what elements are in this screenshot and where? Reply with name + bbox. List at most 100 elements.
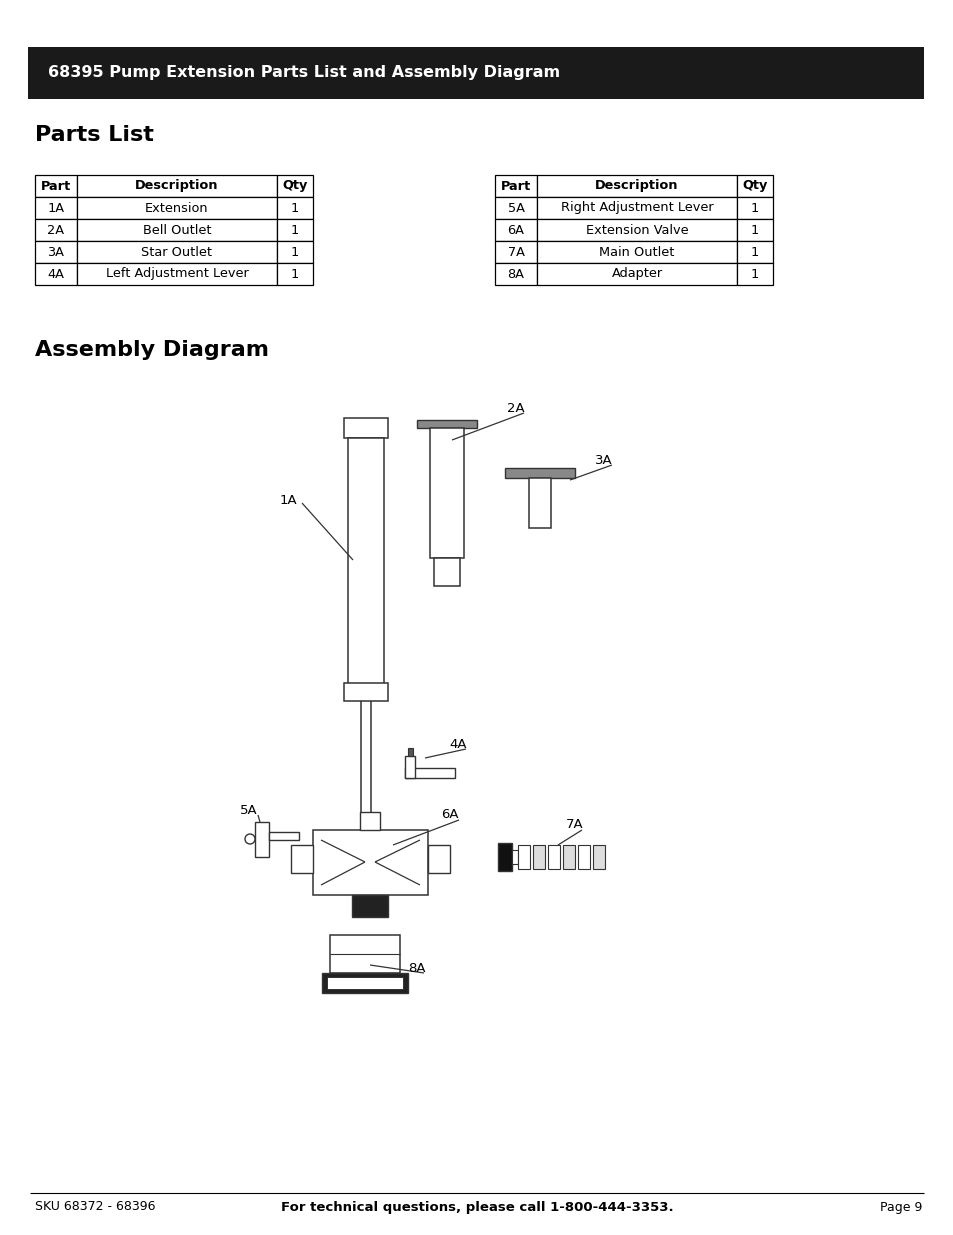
Bar: [359, 811, 379, 830]
Bar: [35, 175, 77, 198]
Bar: [276, 263, 313, 285]
Bar: [495, 241, 537, 263]
Bar: [276, 241, 313, 263]
Bar: [327, 977, 402, 989]
Text: 3A: 3A: [48, 246, 65, 258]
Bar: [529, 478, 551, 529]
Text: Description: Description: [135, 179, 218, 193]
Bar: [77, 241, 276, 263]
Bar: [77, 198, 276, 219]
Text: Right Adjustment Lever: Right Adjustment Lever: [560, 201, 713, 215]
Text: Part: Part: [41, 179, 71, 193]
Text: 1A: 1A: [280, 494, 297, 506]
Bar: [562, 845, 575, 869]
Text: 6A: 6A: [507, 224, 524, 236]
Bar: [276, 219, 313, 241]
Text: 4A: 4A: [48, 268, 65, 280]
Bar: [344, 417, 388, 438]
Bar: [593, 845, 604, 869]
Bar: [537, 219, 737, 241]
Bar: [77, 219, 276, 241]
Bar: [348, 438, 384, 693]
Text: 2A: 2A: [506, 401, 524, 415]
Bar: [344, 683, 388, 701]
Text: 68395 Pump Extension Parts List and Assembly Diagram: 68395 Pump Extension Parts List and Asse…: [48, 65, 559, 80]
Text: Assembly Diagram: Assembly Diagram: [35, 340, 269, 359]
Bar: [512, 850, 517, 864]
Circle shape: [245, 834, 254, 844]
Bar: [537, 198, 737, 219]
Text: Parts List: Parts List: [35, 125, 153, 144]
Bar: [537, 241, 737, 263]
Bar: [504, 468, 575, 478]
Bar: [497, 844, 512, 871]
Text: 8A: 8A: [507, 268, 524, 280]
Bar: [352, 895, 388, 918]
Text: 1: 1: [750, 224, 759, 236]
Text: Description: Description: [595, 179, 678, 193]
Text: 1: 1: [291, 201, 299, 215]
Text: Page 9: Page 9: [879, 1200, 921, 1214]
Bar: [28, 47, 923, 99]
Text: Qty: Qty: [282, 179, 308, 193]
Text: SKU 68372 - 68396: SKU 68372 - 68396: [35, 1200, 155, 1214]
Text: Left Adjustment Lever: Left Adjustment Lever: [106, 268, 248, 280]
Bar: [269, 832, 298, 840]
Text: Part: Part: [500, 179, 531, 193]
Bar: [405, 768, 455, 778]
Bar: [408, 748, 413, 756]
Bar: [495, 198, 537, 219]
Bar: [517, 845, 530, 869]
Text: Qty: Qty: [741, 179, 767, 193]
Bar: [430, 429, 463, 558]
Bar: [495, 263, 537, 285]
Bar: [578, 845, 589, 869]
Text: 1: 1: [291, 246, 299, 258]
Bar: [254, 823, 269, 857]
Bar: [276, 198, 313, 219]
Text: 1: 1: [750, 268, 759, 280]
Text: 8A: 8A: [408, 962, 425, 974]
Text: 3A: 3A: [595, 453, 612, 467]
Bar: [737, 263, 772, 285]
Text: 2A: 2A: [48, 224, 65, 236]
Text: 1: 1: [291, 224, 299, 236]
Text: 7A: 7A: [565, 819, 583, 831]
Bar: [313, 830, 428, 895]
Bar: [737, 241, 772, 263]
Bar: [737, 175, 772, 198]
Text: 1A: 1A: [48, 201, 65, 215]
Text: Bell Outlet: Bell Outlet: [143, 224, 211, 236]
Bar: [537, 263, 737, 285]
Bar: [737, 198, 772, 219]
Bar: [533, 845, 544, 869]
Text: For technical questions, please call 1-800-444-3353.: For technical questions, please call 1-8…: [280, 1200, 673, 1214]
Bar: [434, 558, 459, 585]
Text: 1: 1: [291, 268, 299, 280]
Text: 5A: 5A: [240, 804, 257, 816]
Bar: [416, 420, 476, 429]
Text: Adapter: Adapter: [611, 268, 662, 280]
Text: 6A: 6A: [440, 809, 458, 821]
Text: 1: 1: [750, 201, 759, 215]
Bar: [495, 175, 537, 198]
Bar: [495, 219, 537, 241]
Bar: [428, 845, 450, 873]
Bar: [77, 175, 276, 198]
Bar: [35, 198, 77, 219]
Text: Extension Valve: Extension Valve: [585, 224, 688, 236]
Text: 1: 1: [750, 246, 759, 258]
Bar: [291, 845, 313, 873]
Bar: [547, 845, 559, 869]
Bar: [330, 935, 399, 973]
Text: Star Outlet: Star Outlet: [141, 246, 213, 258]
Bar: [35, 263, 77, 285]
Bar: [322, 973, 408, 993]
Text: 7A: 7A: [507, 246, 524, 258]
Bar: [737, 219, 772, 241]
Bar: [35, 241, 77, 263]
Text: 4A: 4A: [449, 737, 466, 751]
Bar: [405, 756, 415, 778]
Text: Main Outlet: Main Outlet: [598, 246, 674, 258]
Text: 5A: 5A: [507, 201, 524, 215]
